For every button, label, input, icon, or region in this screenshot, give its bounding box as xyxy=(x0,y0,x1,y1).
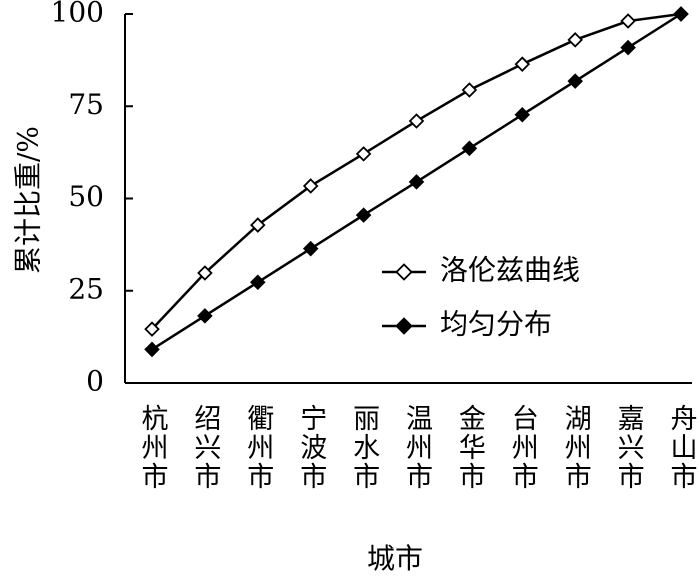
marker xyxy=(144,321,160,337)
marker xyxy=(197,308,213,324)
line xyxy=(151,12,682,330)
marker xyxy=(620,13,636,29)
legend-marker xyxy=(395,263,413,281)
x-tick-label: 宁波市 xyxy=(295,404,326,491)
marker xyxy=(355,207,372,223)
x-tick-label: 绍兴市 xyxy=(189,404,221,491)
x-tick-label: 舟山市 xyxy=(666,404,697,491)
marker xyxy=(197,265,213,281)
y-axis-label: 累计比重/% xyxy=(12,126,45,274)
x-tick-label: 嘉兴市 xyxy=(613,404,644,491)
x-axis-label: 城市 xyxy=(367,542,423,575)
marker xyxy=(250,274,266,291)
legend-marker xyxy=(395,317,413,335)
marker xyxy=(408,174,425,190)
y-tick-label: 100 xyxy=(51,0,104,29)
marker xyxy=(250,217,266,233)
marker xyxy=(302,240,319,257)
marker xyxy=(514,106,531,123)
marker xyxy=(355,146,372,162)
y-tick-label: 50 xyxy=(68,180,104,213)
y-tick-label: 25 xyxy=(68,272,104,305)
y-tick-label: 0 xyxy=(86,365,104,398)
marker xyxy=(461,140,478,157)
marker xyxy=(144,341,160,358)
x-tick-label: 台州市 xyxy=(507,404,539,491)
marker xyxy=(567,32,583,48)
marker xyxy=(408,113,425,129)
x-tick-label: 金华市 xyxy=(454,404,486,491)
x-tick-label: 杭州市 xyxy=(137,404,169,491)
legend-label: 均匀分布 xyxy=(440,308,552,341)
marker xyxy=(673,6,689,22)
x-tick-label: 湖州市 xyxy=(560,404,592,491)
marker xyxy=(514,56,531,72)
x-tick-label: 衢州市 xyxy=(242,404,274,491)
y-tick-label: 75 xyxy=(68,88,104,121)
marker xyxy=(620,39,636,56)
x-tick-label: 温州市 xyxy=(401,404,433,491)
marker xyxy=(461,82,478,98)
legend-label: 洛伦兹曲线 xyxy=(440,254,580,287)
x-tick-label: 丽水市 xyxy=(348,404,379,491)
marker xyxy=(567,73,583,89)
marker xyxy=(302,178,319,194)
